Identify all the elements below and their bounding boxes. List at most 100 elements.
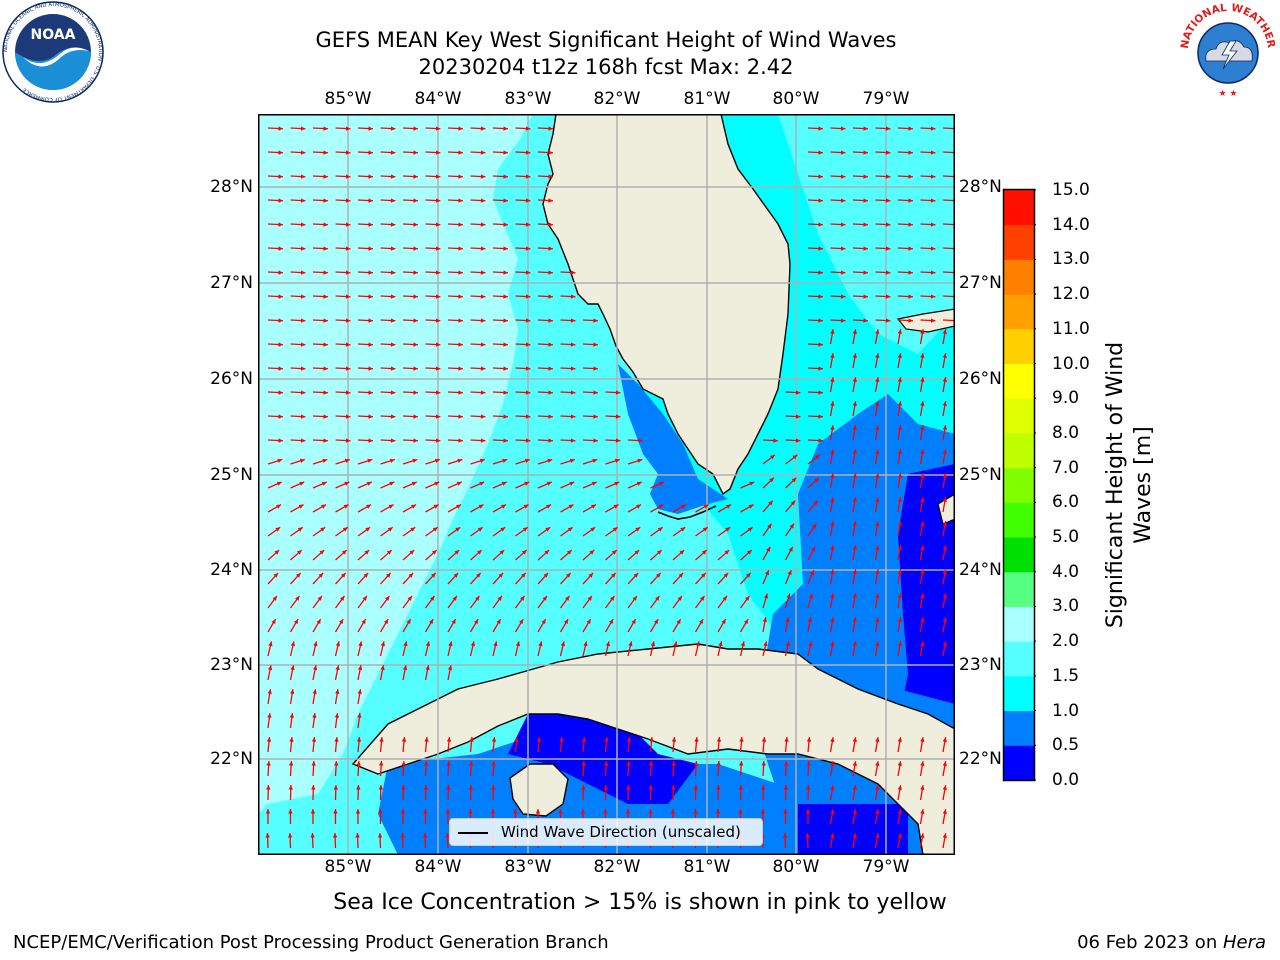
colorbar-tick-label: 14.0 xyxy=(1052,214,1090,235)
wind-arrow xyxy=(942,593,947,609)
wind-arrow xyxy=(425,222,441,227)
wind-arrow xyxy=(694,618,704,633)
lon-label-bottom: 82°W xyxy=(593,857,641,877)
wind-arrow xyxy=(785,390,801,395)
wind-arrow xyxy=(470,549,483,561)
wind-arrow xyxy=(380,414,396,419)
wind-arrow xyxy=(852,545,857,561)
wind-arrow xyxy=(265,832,270,849)
wind-arrow xyxy=(357,595,368,609)
wind-arrow xyxy=(447,526,461,537)
colorbar-tick-label: 8.0 xyxy=(1052,422,1080,443)
wind-arrow xyxy=(807,438,824,443)
colorbar-segment xyxy=(1004,259,1034,295)
wind-arrow xyxy=(627,458,643,465)
wind-arrow xyxy=(265,808,271,825)
wind-arrow xyxy=(785,438,801,443)
wind-arrow xyxy=(560,549,573,561)
wind-arrow xyxy=(288,808,293,825)
wind-arrow xyxy=(425,572,437,585)
wind-arrow xyxy=(335,246,351,251)
wind-arrow xyxy=(492,198,509,203)
lon-label-bottom: 84°W xyxy=(414,857,462,877)
wind-arrow xyxy=(582,641,588,657)
colorbar-tick-label: 15.0 xyxy=(1052,180,1090,200)
wind-arrow xyxy=(469,641,476,657)
wind-arrow xyxy=(740,504,754,513)
wind-arrow xyxy=(401,760,406,777)
wind-arrow xyxy=(603,760,609,777)
wind-arrow xyxy=(874,545,880,561)
wind-arrow xyxy=(874,425,880,441)
wind-arrow xyxy=(897,545,902,561)
wind-arrow xyxy=(919,473,925,489)
wind-arrow xyxy=(942,497,947,513)
wind-arrow xyxy=(897,617,902,633)
wind-arrow xyxy=(852,222,869,227)
wind-arrow xyxy=(762,569,770,585)
wind-arrow xyxy=(333,808,338,825)
wind-arrow xyxy=(942,353,947,369)
wind-arrow xyxy=(852,497,857,513)
graticule xyxy=(258,114,955,855)
wind-arrow xyxy=(627,504,642,513)
wind-arrow xyxy=(335,174,351,179)
wind-arrow xyxy=(469,618,479,633)
wind-arrow xyxy=(267,270,284,275)
lon-label-bottom: 83°W xyxy=(504,857,552,877)
lat-label-right: 28°N xyxy=(959,177,1002,197)
wind-arrow xyxy=(807,593,814,609)
chart-title: GEFS MEAN Key West Significant Height of… xyxy=(315,28,897,52)
sea-band-0.5-1-swfl xyxy=(618,364,728,514)
wind-arrow xyxy=(289,737,294,753)
wind-arrow xyxy=(605,526,619,537)
wind-arrow xyxy=(290,126,306,131)
wind-arrow xyxy=(537,390,554,395)
wind-arrow xyxy=(807,294,824,299)
wind-arrow xyxy=(312,198,329,203)
colorbar xyxy=(1002,188,1036,782)
wind-arrow xyxy=(942,329,947,345)
wind-arrow xyxy=(874,497,880,513)
wind-arrow xyxy=(716,760,721,777)
wind-arrow xyxy=(852,425,857,441)
wind-arrow xyxy=(536,737,542,753)
wind-arrow xyxy=(469,595,480,609)
wind-arrow xyxy=(357,414,374,419)
wind-arrow xyxy=(447,414,464,419)
wind-arrow xyxy=(402,618,412,633)
wind-arrow xyxy=(357,198,374,203)
wind-arrow xyxy=(311,784,316,801)
wind-arrow xyxy=(447,318,464,323)
wind-arrow xyxy=(762,523,773,537)
wind-arrow xyxy=(785,500,796,513)
wind-arrow xyxy=(401,784,406,801)
wind-arrow xyxy=(672,504,687,513)
wind-arrow xyxy=(425,198,441,203)
wind-arrow xyxy=(288,760,294,777)
wind-arrow xyxy=(806,784,811,801)
wind-arrow xyxy=(716,737,722,753)
wind-arrow xyxy=(671,784,676,801)
wind-arrow xyxy=(492,294,509,299)
wind-arrow xyxy=(852,377,857,393)
colorbar-segment xyxy=(1004,606,1034,642)
wind-arrow xyxy=(290,198,306,203)
wind-arrow xyxy=(334,618,344,633)
wind-arrow xyxy=(425,294,441,299)
wind-arrow xyxy=(739,618,749,633)
wind-arrow xyxy=(290,414,306,419)
wind-arrow xyxy=(424,618,434,633)
wind-arrow xyxy=(312,174,329,179)
wind-arrow xyxy=(380,126,396,131)
wind-arrow xyxy=(695,526,709,537)
wind-arrow xyxy=(829,497,835,513)
wind-arrow xyxy=(267,641,273,657)
wind-arrow xyxy=(267,390,284,395)
wind-arrow xyxy=(897,473,902,489)
wind-arrow xyxy=(425,150,441,155)
wind-arrow xyxy=(762,500,774,513)
wind-arrow xyxy=(335,222,351,227)
wind-arrow xyxy=(897,737,902,753)
wind-arrow xyxy=(290,390,306,395)
